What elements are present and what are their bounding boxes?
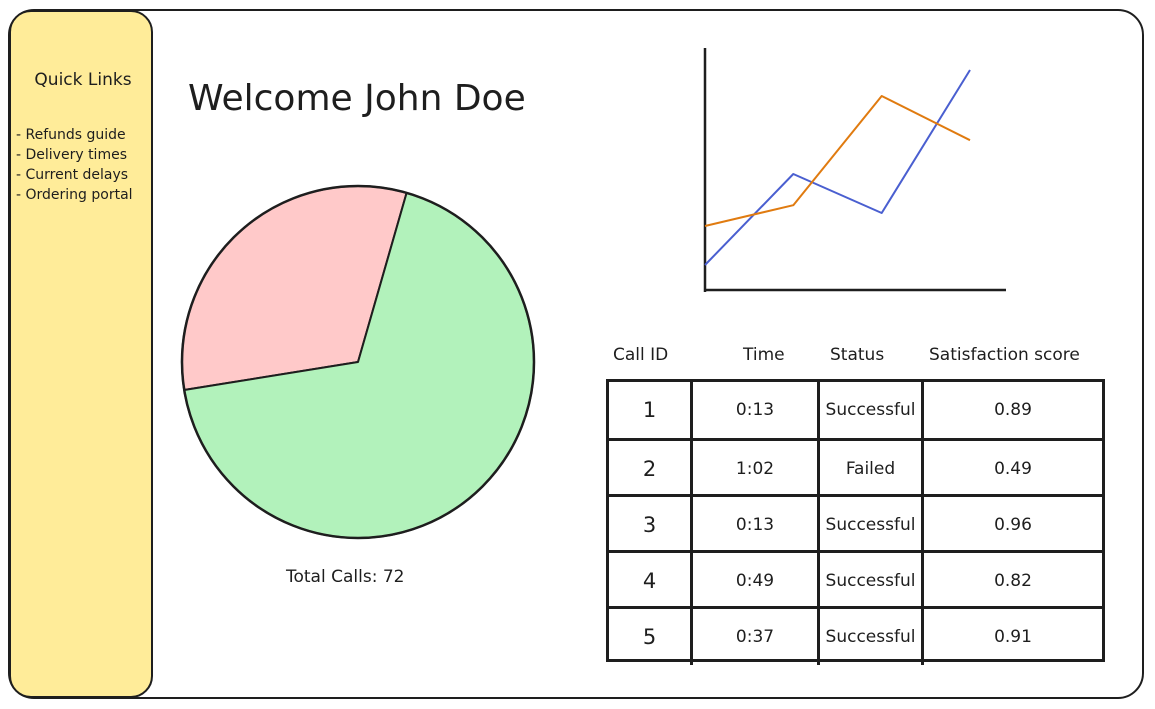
- table-row: 2 1:02 Failed 0.49: [609, 438, 1102, 497]
- cell-call-id: 3: [609, 497, 693, 553]
- cell-status: Failed: [820, 441, 924, 497]
- pie-outline: [180, 184, 536, 540]
- table-row: 1 0:13 Successful 0.89: [609, 382, 1102, 438]
- cell-satisfaction-score: 0.91: [994, 627, 1032, 647]
- cell-time: 0:13: [693, 382, 820, 438]
- calls-table: 1 0:13 Successful 0.89 2 1:02 Failed 0.4…: [606, 379, 1105, 665]
- quick-link-ordering-portal[interactable]: - Ordering portal: [16, 187, 133, 203]
- header-status: Status: [830, 345, 885, 365]
- cell-call-id: 5: [609, 609, 693, 665]
- total-calls-label: Total Calls: 72: [286, 567, 405, 587]
- cell-satisfaction-score: 0.96: [994, 515, 1032, 535]
- cell-time: 0:37: [693, 609, 820, 665]
- line-chart: [703, 48, 1006, 292]
- welcome-heading: Welcome John Doe: [188, 78, 526, 119]
- table-row: 4 0:49 Successful 0.82: [609, 550, 1102, 609]
- cell-satisfaction-score: 0.82: [994, 571, 1032, 591]
- quick-link-delivery-times[interactable]: - Delivery times: [16, 147, 127, 163]
- header-time: Time: [743, 345, 785, 365]
- cell-call-id: 1: [609, 382, 693, 438]
- quick-link-current-delays[interactable]: - Current delays: [16, 167, 129, 183]
- table-row: 3 0:13 Successful 0.96: [609, 494, 1102, 553]
- cell-time: 0:49: [693, 553, 820, 609]
- cell-status: Successful: [820, 497, 924, 553]
- line-series-blue: [704, 69, 971, 266]
- header-call-id: Call ID: [613, 345, 669, 365]
- table-row: 5 0:37 Successful 0.91: [609, 606, 1102, 665]
- quick-links-list: - Refunds guide - Delivery times - Curre…: [16, 125, 133, 205]
- line-series-orange: [704, 95, 971, 227]
- cell-call-id: 2: [609, 441, 693, 497]
- cell-status: Successful: [820, 609, 924, 665]
- quick-links-sidebar: Quick Links - Refunds guide - Delivery t…: [9, 10, 153, 698]
- cell-call-id: 4: [609, 553, 693, 609]
- cell-time: 0:13: [693, 497, 820, 553]
- calls-pie-chart: [180, 184, 536, 540]
- quick-link-refunds-guide[interactable]: - Refunds guide: [16, 127, 126, 143]
- cell-status: Successful: [820, 382, 924, 438]
- cell-time: 1:02: [693, 441, 820, 497]
- cell-satisfaction-score: 0.49: [994, 459, 1032, 479]
- header-satisfaction-score: Satisfaction score: [929, 345, 1080, 365]
- cell-satisfaction-score: 0.89: [994, 400, 1032, 420]
- sidebar-title: Quick Links: [34, 70, 132, 90]
- cell-status: Successful: [820, 553, 924, 609]
